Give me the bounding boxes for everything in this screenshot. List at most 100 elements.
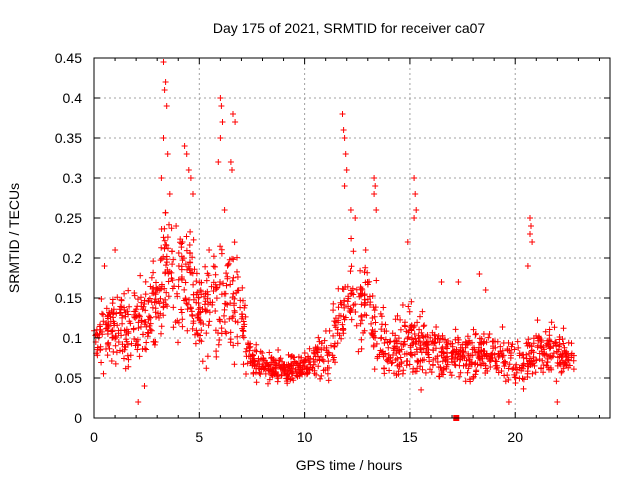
data-point (156, 314, 162, 321)
data-point (112, 360, 119, 367)
data-point (431, 332, 438, 339)
data-point (298, 369, 304, 376)
data-point (117, 347, 123, 354)
data-point (524, 360, 531, 367)
data-point (408, 298, 415, 305)
data-point (234, 274, 241, 280)
data-point (502, 359, 509, 366)
data-point (487, 354, 494, 361)
data-point (412, 191, 419, 197)
data-point (352, 215, 359, 221)
data-point (535, 342, 541, 349)
data-point (537, 336, 544, 343)
data-point (554, 362, 561, 369)
data-point (100, 318, 107, 325)
data-point (348, 235, 355, 242)
data-point (381, 365, 387, 372)
data-point (290, 354, 297, 361)
data-point (421, 322, 428, 329)
data-point (385, 344, 392, 351)
data-point (158, 330, 164, 337)
data-point (403, 350, 410, 357)
data-point (164, 151, 171, 157)
data-point (339, 321, 346, 328)
data-point (525, 336, 532, 343)
data-point (325, 358, 332, 365)
data-point (457, 369, 464, 376)
data-point (429, 362, 436, 369)
data-point (163, 289, 170, 296)
data-point (473, 367, 480, 374)
data-point (370, 334, 377, 341)
data-point (284, 365, 291, 372)
data-point (186, 296, 192, 303)
data-point (142, 345, 148, 352)
data-point (204, 295, 211, 302)
data-point (259, 350, 266, 356)
data-point (266, 349, 273, 356)
data-point (160, 59, 167, 65)
data-point (360, 329, 367, 336)
data-point (190, 236, 197, 243)
data-point (288, 369, 295, 376)
data-point (322, 366, 329, 373)
data-point (373, 340, 380, 347)
data-point (166, 191, 173, 197)
data-point (326, 327, 333, 334)
data-point (210, 288, 217, 294)
data-point (498, 350, 505, 357)
data-point (253, 369, 259, 376)
data-point (162, 296, 169, 303)
data-point (147, 315, 154, 321)
data-point (529, 347, 535, 354)
data-point (209, 301, 216, 308)
data-point (173, 223, 180, 229)
data-point (113, 310, 120, 317)
data-point (559, 357, 566, 364)
data-point (469, 352, 476, 359)
data-point (119, 320, 126, 327)
data-point (378, 334, 385, 341)
data-point (217, 135, 224, 141)
data-point (212, 308, 219, 314)
data-point (162, 241, 169, 248)
data-point (306, 358, 313, 365)
data-point (138, 294, 144, 301)
data-point (190, 291, 197, 298)
data-point (470, 375, 477, 381)
data-point (175, 250, 182, 256)
data-point (175, 276, 182, 283)
y-axis-title: SRMTID / TECUs (6, 183, 22, 293)
data-point (117, 303, 124, 310)
data-point (122, 344, 129, 351)
data-point (161, 87, 168, 93)
data-point (323, 347, 330, 354)
x-tick-label: 20 (507, 429, 523, 445)
data-point (454, 355, 461, 362)
data-point (409, 341, 416, 348)
data-point (165, 278, 172, 285)
data-point (444, 349, 450, 356)
data-point (97, 327, 104, 333)
data-point (542, 328, 549, 335)
data-point (147, 326, 154, 333)
data-point (558, 354, 565, 361)
data-point (97, 347, 104, 354)
data-point (353, 286, 360, 293)
data-point (121, 304, 127, 311)
data-point (341, 183, 348, 189)
data-point (358, 345, 365, 352)
data-point (208, 283, 215, 290)
data-point (506, 361, 513, 368)
data-point (343, 167, 350, 173)
data-point (125, 356, 132, 363)
data-point (544, 340, 551, 347)
data-point (370, 342, 377, 349)
data-point (166, 221, 172, 228)
data-point (205, 272, 212, 279)
data-point (348, 263, 355, 270)
data-point (394, 355, 401, 362)
grid-layer (94, 58, 610, 418)
data-point (430, 347, 437, 354)
data-point (186, 267, 193, 274)
